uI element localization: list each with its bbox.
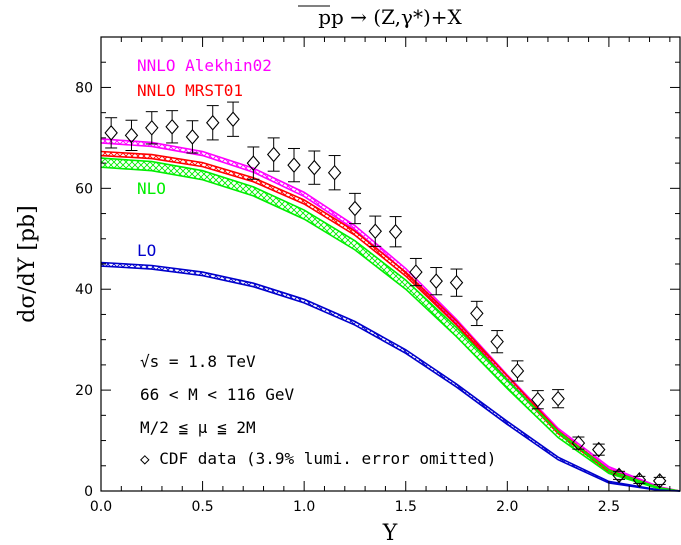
diamond-marker: [327, 164, 342, 181]
x-tick-label: 1.0: [293, 499, 315, 515]
band-nlo: [100, 157, 681, 492]
diamond-marker: [612, 467, 626, 484]
data-point: [551, 389, 565, 409]
band-nnlo-mrst01: [100, 150, 681, 492]
diamond-marker: [145, 119, 159, 136]
chart-title: pp → (Z,γ*)+X: [318, 5, 462, 29]
x-tick-label: 2.0: [496, 499, 518, 515]
legend-nnlo-mrst01: NNLO MRST01: [137, 81, 243, 100]
diamond-marker: [429, 273, 443, 289]
data-point: [652, 473, 667, 489]
diamond-marker: [226, 111, 240, 128]
band-upper-nnlo-mrst01: [100, 150, 681, 492]
x-tick-label: 1.5: [395, 499, 417, 515]
x-axis-label: Y: [382, 521, 398, 545]
data-point: [104, 117, 118, 149]
diamond-marker: [551, 390, 565, 407]
annotation-cdf-data: ◇ CDF data (3.9% lumi. error omitted): [140, 449, 496, 468]
data-point: [206, 105, 220, 141]
theory-bands: [100, 138, 681, 492]
diamond-marker: [531, 391, 545, 408]
annotation-mass-range: 66 < M < 116 GeV: [140, 385, 294, 404]
legend-nnlo-alekhin02: NNLO Alekhin02: [137, 56, 272, 75]
data-point: [531, 390, 545, 410]
data-point: [185, 120, 200, 154]
diamond-marker: [449, 274, 464, 291]
data-point: [287, 147, 301, 183]
band-fill-nnlo-alekhin02: [101, 138, 680, 492]
diamond-marker: [409, 264, 423, 280]
diamond-marker: [571, 435, 586, 451]
diamond-marker: [287, 157, 301, 173]
annotation-scale-range: M/2 ≦ μ ≦ 2M: [140, 418, 256, 437]
data-point: [165, 110, 179, 144]
diamond-marker: [266, 146, 281, 163]
data-point: [307, 150, 322, 185]
data-point: [327, 155, 342, 191]
band-upper-nnlo-alekhin02: [100, 138, 681, 492]
diamond-marker: [388, 223, 403, 240]
data-point: [124, 119, 139, 151]
diamond-marker: [185, 129, 200, 145]
diamond-marker: [470, 305, 484, 322]
data-point: [348, 192, 362, 225]
y-tick-label: 0: [84, 484, 93, 500]
band-lower-nnlo-mrst01: [100, 154, 681, 492]
y-tick-label: 20: [75, 383, 93, 399]
data-point: [266, 137, 281, 172]
legend-lo: LO: [137, 241, 156, 260]
band-fill-nlo: [101, 158, 680, 492]
y-axis-label: dσ/dY [pb]: [15, 205, 40, 322]
annotation-sqrt-s: √s = 1.8 TeV: [140, 352, 256, 371]
diamond-marker: [206, 114, 220, 131]
data-point: [592, 441, 606, 458]
data-point: [490, 330, 504, 354]
x-tick-label: 0.5: [191, 499, 213, 515]
band-upper-nlo: [100, 157, 681, 492]
diamond-marker: [104, 124, 118, 141]
diamond-marker: [368, 223, 382, 240]
data-point: [470, 300, 484, 327]
data-point: [145, 111, 159, 145]
cdf-data-points: [104, 101, 667, 489]
data-point: [632, 472, 647, 488]
diamond-marker: [632, 472, 647, 488]
legend-nlo: NLO: [137, 179, 166, 198]
diamond-marker: [592, 441, 606, 458]
x-tick-labels: 0.0 0.5 1.0 1.5 2.0 2.5: [90, 499, 620, 515]
diamond-marker: [490, 333, 504, 350]
diamond-marker: [348, 200, 362, 217]
diamond-marker: [307, 159, 322, 176]
data-point: [449, 268, 464, 297]
band-lower-nlo: [100, 166, 681, 492]
data-point: [388, 216, 403, 248]
y-tick-label: 40: [75, 282, 93, 298]
data-point: [429, 267, 443, 296]
data-point: [510, 360, 525, 382]
x-tick-label: 2.5: [598, 499, 620, 515]
data-point: [246, 146, 261, 180]
data-point: [368, 215, 382, 247]
diamond-marker: [652, 473, 667, 489]
diamond-marker: [246, 155, 261, 171]
x-tick-label: 0.0: [90, 499, 112, 515]
band-fill-nnlo-mrst01: [101, 151, 680, 491]
diamond-marker: [165, 118, 179, 135]
data-point: [612, 467, 626, 484]
diamond-marker: [510, 363, 525, 379]
axis-ticks: [100, 36, 680, 492]
band-lower-nnlo-alekhin02: [100, 142, 681, 492]
diamond-marker: [124, 127, 139, 144]
data-point: [571, 435, 586, 451]
data-point: [226, 101, 240, 137]
y-tick-label: 60: [75, 181, 93, 197]
y-tick-labels: 0 20 40 60 80: [75, 80, 93, 500]
band-nnlo-alekhin02: [100, 138, 681, 492]
data-point: [409, 257, 423, 287]
y-tick-label: 80: [75, 80, 93, 96]
